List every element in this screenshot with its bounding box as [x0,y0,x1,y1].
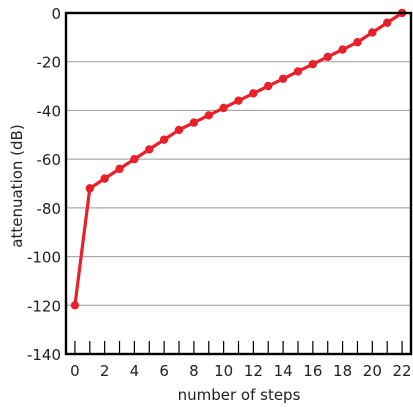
data-point [100,174,109,183]
x-minor-ticks [74,341,403,354]
data-point [189,118,199,127]
x-tick-label: 20 [363,362,382,380]
x-tick-label: 8 [189,362,199,380]
y-tick-label: -120 [27,297,61,315]
x-tick-label: 14 [274,362,293,380]
x-tick-label: 4 [130,362,140,380]
data-point [159,135,169,144]
plot-border [64,11,413,356]
data-point [368,28,377,37]
data-point [338,45,347,54]
data-point [70,301,80,310]
x-tick-label: 0 [70,362,80,380]
y-tick-label: 0 [51,5,61,23]
y-tick-label: -60 [37,151,62,169]
data-point [219,103,228,113]
y-tick-label: -20 [37,54,62,72]
x-tick-label: 6 [159,362,169,380]
data-point [234,96,243,105]
y-tick-label: -100 [27,249,61,267]
x-tick-label: 12 [244,362,263,380]
data-point [115,164,124,174]
x-tick-label: 18 [333,362,352,380]
data-point [264,81,273,91]
data-point [353,38,362,47]
y-tick-label: -40 [37,102,62,120]
data-point [293,67,303,76]
data-point [278,74,288,83]
data-point [85,184,94,193]
y-axis-title: attenuation (dB) [8,124,26,247]
data-point [145,145,154,154]
data-point [323,52,332,62]
x-tick-label: 2 [100,362,110,380]
data-point [204,111,213,120]
x-tick-label: 22 [393,362,412,380]
x-tick-label: 16 [303,362,322,380]
grid-lines [66,61,411,306]
plot-frame [64,11,413,356]
y-tick-label: -140 [27,346,61,364]
y-tick-labels: 0 -20 -40 -60 -80 -100 -120 -140 [27,5,61,364]
x-tick-labels: 0 2 4 6 8 10 12 14 16 18 20 22 [70,362,411,380]
data-point [130,154,139,164]
data-point [249,89,258,98]
data-point [308,59,318,69]
x-axis-title: number of steps [178,386,301,404]
data-point [174,125,184,135]
x-tick-label: 10 [214,362,233,380]
y-tick-label: -80 [37,200,62,218]
data-point [383,18,392,27]
series-layer [70,8,407,310]
